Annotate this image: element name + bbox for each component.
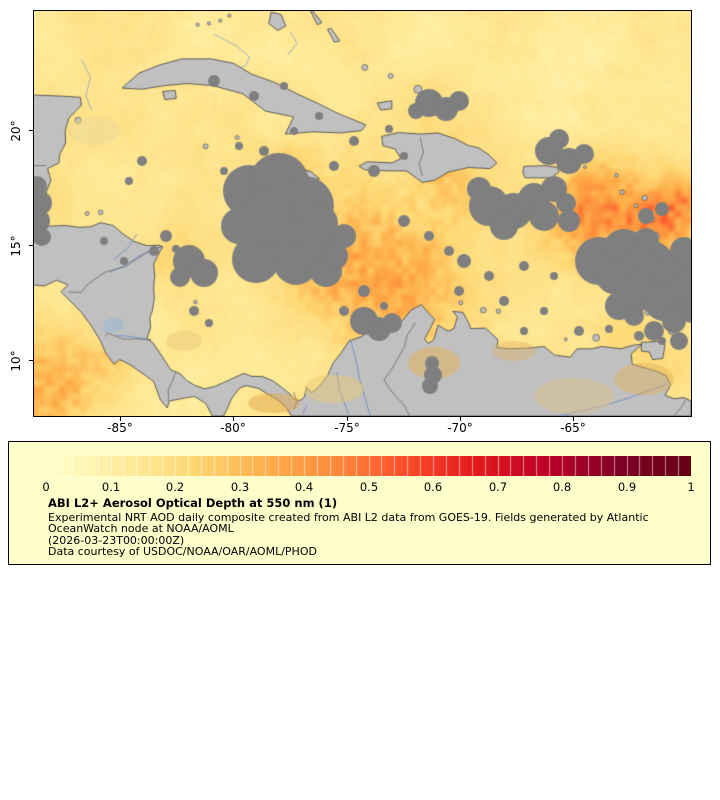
x-axis-tick bbox=[573, 417, 574, 421]
map-frame bbox=[33, 10, 692, 417]
y-axis-tick-label: 20° bbox=[9, 120, 23, 142]
colorbar-tick-label: 0.5 bbox=[359, 480, 379, 494]
colorbar-tick-label: 0.9 bbox=[617, 480, 637, 494]
legend-line: (2026-03-23T00:00:00Z) bbox=[48, 533, 185, 547]
colorbar-tick-label: 1 bbox=[687, 480, 695, 494]
y-axis-tick-label: 15° bbox=[9, 235, 23, 257]
x-axis-tick-label: -85° bbox=[107, 421, 133, 435]
colorbar-tick-label: 0.3 bbox=[230, 480, 250, 494]
x-axis-tick-label: -80° bbox=[220, 421, 246, 435]
colorbar-tick-label: 0.6 bbox=[423, 480, 443, 494]
x-axis-tick-label: -75° bbox=[334, 421, 360, 435]
y-axis-tick bbox=[29, 360, 33, 361]
colorbar bbox=[46, 456, 691, 476]
colorbar-tick-label: 0 bbox=[42, 480, 50, 494]
y-axis-tick bbox=[29, 130, 33, 131]
y-axis-tick bbox=[29, 245, 33, 246]
x-axis-tick-label: -70° bbox=[447, 421, 473, 435]
x-axis-tick bbox=[233, 417, 234, 421]
x-axis-tick bbox=[460, 417, 461, 421]
colorbar-tick-label: 0.8 bbox=[552, 480, 572, 494]
legend-line: Data courtesy of USDOC/NOAA/OAR/AOML/PHO… bbox=[48, 545, 317, 559]
legend-line: Experimental NRT AOD daily composite cre… bbox=[48, 510, 649, 524]
colorbar-tick-label: 0.7 bbox=[488, 480, 508, 494]
colorbar-tick-label: 0.1 bbox=[101, 480, 121, 494]
x-axis-tick bbox=[120, 417, 121, 421]
colorbar-tick-label: 0.4 bbox=[294, 480, 314, 494]
legend-panel: 0 0.1 0.2 0.3 0.4 0.5 0.6 0.7 0.8 0.9 1 … bbox=[8, 441, 711, 565]
aod-map-canvas bbox=[34, 11, 691, 416]
y-axis-tick-label: 10° bbox=[9, 350, 23, 372]
x-axis-tick-label: -65° bbox=[560, 421, 586, 435]
x-axis-tick bbox=[347, 417, 348, 421]
legend-text-block: ABI L2+ Aerosol Optical Depth at 550 nm … bbox=[48, 496, 649, 559]
legend-line: OceanWatch node at NOAA/AOML bbox=[48, 522, 234, 536]
colorbar-tick-label: 0.2 bbox=[165, 480, 185, 494]
legend-title: ABI L2+ Aerosol Optical Depth at 550 nm … bbox=[48, 496, 338, 510]
